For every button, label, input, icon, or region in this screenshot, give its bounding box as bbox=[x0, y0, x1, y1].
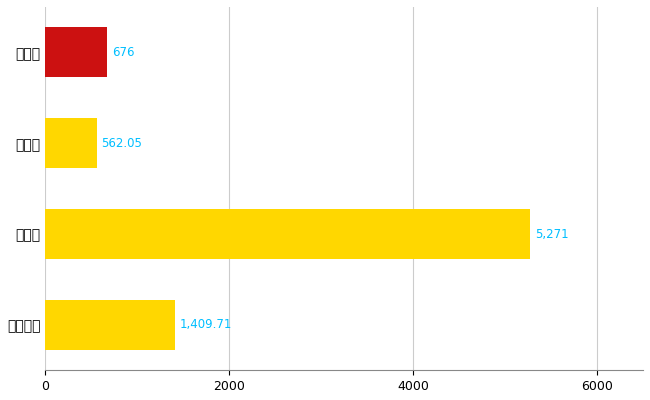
Bar bbox=[46, 27, 107, 77]
Text: 676: 676 bbox=[112, 46, 135, 59]
Text: 1,409.71: 1,409.71 bbox=[179, 318, 232, 332]
Bar bbox=[46, 209, 530, 259]
Bar bbox=[46, 118, 97, 168]
Bar bbox=[46, 300, 175, 350]
Text: 562.05: 562.05 bbox=[101, 137, 142, 150]
Text: 5,271: 5,271 bbox=[535, 228, 568, 240]
